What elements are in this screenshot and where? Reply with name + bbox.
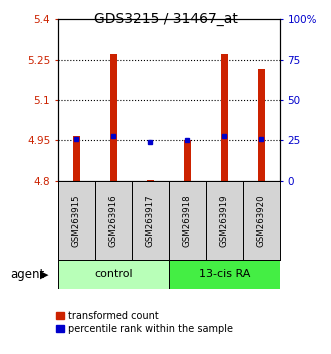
Text: agent: agent [10, 268, 44, 281]
Bar [58, 260, 169, 289]
Bar [206, 181, 243, 260]
Bar [221, 55, 228, 181]
Text: GSM263918: GSM263918 [183, 194, 192, 247]
Bar [110, 55, 117, 181]
Bar [169, 260, 280, 289]
Bar [58, 181, 95, 260]
Bar [73, 136, 80, 181]
Bar [147, 180, 154, 181]
Text: GSM263916: GSM263916 [109, 194, 118, 247]
Text: ▶: ▶ [40, 269, 49, 279]
Legend: transformed count, percentile rank within the sample: transformed count, percentile rank withi… [56, 311, 233, 334]
Text: GSM263915: GSM263915 [72, 194, 81, 247]
Text: GSM263920: GSM263920 [257, 194, 266, 247]
Bar [243, 181, 280, 260]
Text: 13-cis RA: 13-cis RA [199, 269, 250, 279]
Bar [258, 69, 264, 181]
Text: GSM263917: GSM263917 [146, 194, 155, 247]
Bar [132, 181, 169, 260]
Bar [184, 140, 191, 181]
Text: GDS3215 / 31467_at: GDS3215 / 31467_at [94, 12, 237, 27]
Bar [169, 181, 206, 260]
Text: control: control [94, 269, 133, 279]
Bar [95, 181, 132, 260]
Text: GSM263919: GSM263919 [220, 194, 229, 247]
